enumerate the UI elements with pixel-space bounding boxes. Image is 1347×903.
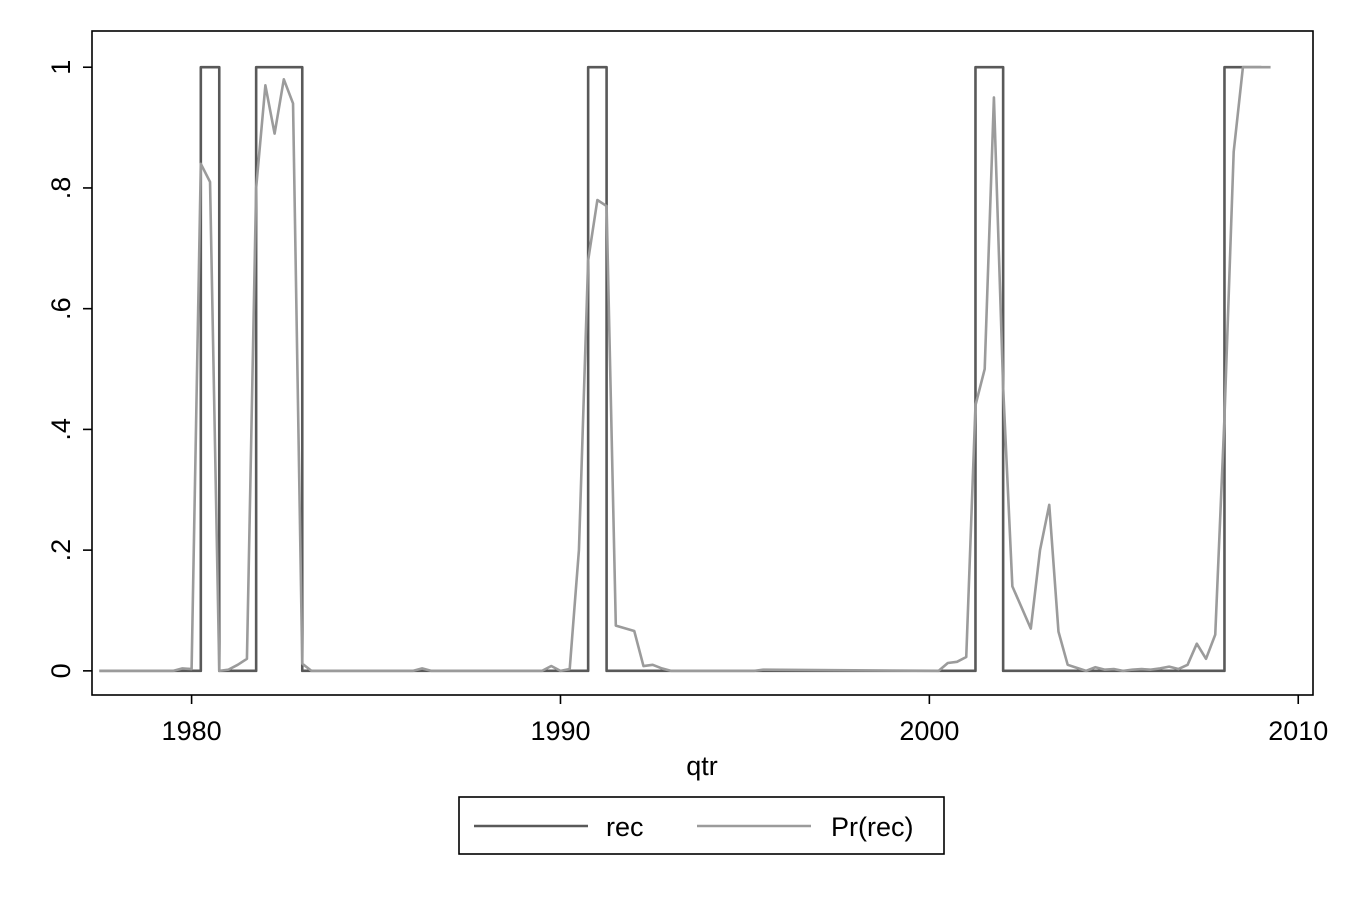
y-tick-label: 0: [46, 663, 76, 678]
y-axis: 0 .2 .4 .6 .8 1: [46, 60, 92, 678]
y-tick-label: 1: [46, 60, 76, 75]
y-tick-label: .8: [46, 177, 76, 200]
series-line-rec: [99, 65, 1262, 673]
x-axis-title: qtr: [686, 751, 718, 781]
x-tick-label: 1980: [162, 716, 222, 746]
x-tick-label: 2000: [899, 716, 959, 746]
plot-frame: [91, 30, 1314, 696]
series-line-pr-rec: [99, 65, 1271, 673]
legend: rec Pr(rec): [458, 796, 945, 855]
x-axis: 1980 1990 2000 2010: [162, 695, 1328, 746]
legend-label-pr-rec: Pr(rec): [831, 812, 914, 842]
x-tick-label: 1990: [530, 716, 590, 746]
y-tick-label: .4: [46, 418, 76, 441]
series-layer: [99, 65, 1271, 673]
x-tick-label: 2010: [1268, 716, 1328, 746]
y-tick-label: .6: [46, 297, 76, 320]
legend-label-rec: rec: [606, 812, 644, 842]
y-tick-label: .2: [46, 539, 76, 562]
